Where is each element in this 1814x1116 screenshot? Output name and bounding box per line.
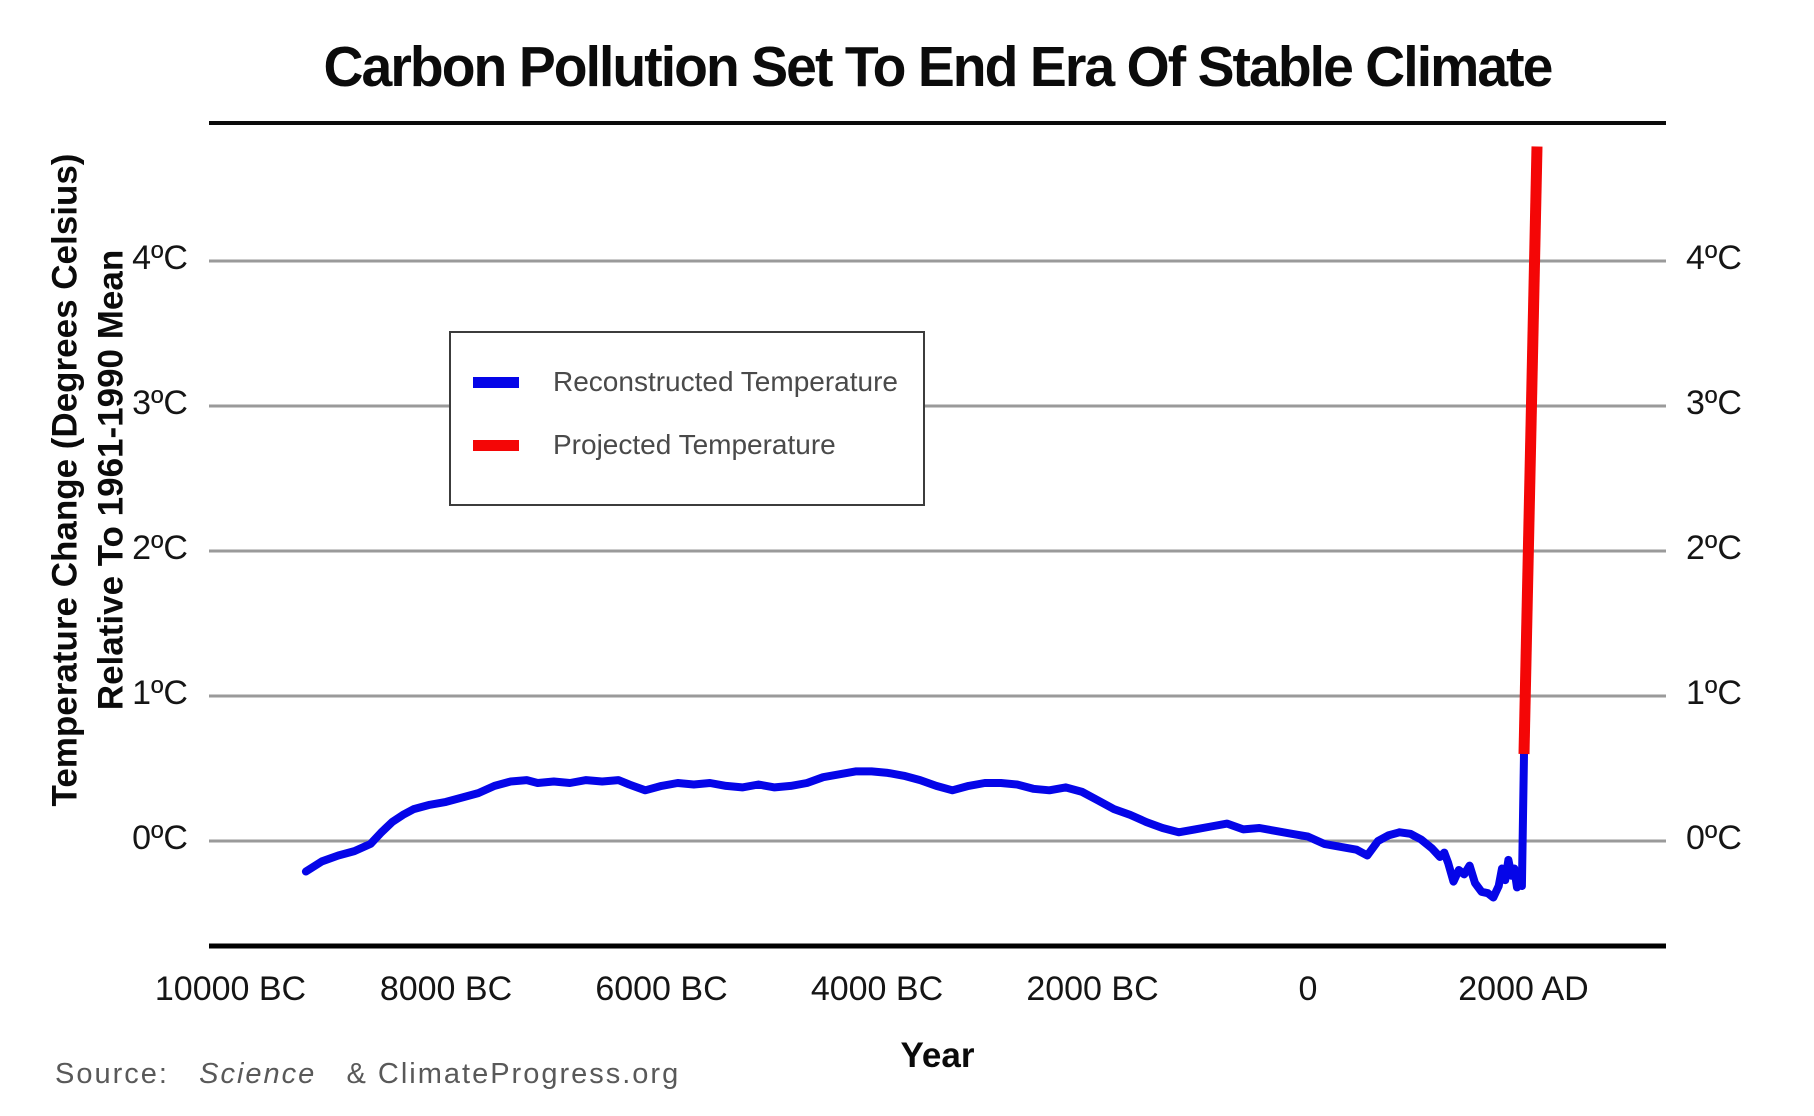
y-tick-label-left-2c: 2ºC [132,529,188,567]
legend-swatch-reconstructed [473,377,519,388]
x-tick-label-10000-bc: 10000 BC [154,970,307,1008]
y-tick-label-right-2c: 2ºC [1686,529,1742,567]
projected-temperature-line [1518,146,1543,755]
x-tick-label-0: 0 [1298,970,1318,1008]
y-tick-label-left-3c: 3ºC [132,384,188,422]
reconstructed-temperature-line [301,750,1528,902]
legend-label-projected: Projected Temperature [553,429,836,460]
y-tick-label-right-3c: 3ºC [1686,384,1742,422]
x-axis-title: Year [900,1036,975,1075]
source-note: Source: Science & ClimateProgress.org [55,1058,680,1091]
x-tick-label-8000-bc: 8000 BC [379,970,513,1008]
y-tick-label-left-1c: 1ºC [132,674,188,712]
x-tick-label-2000-bc: 2000 BC [1026,970,1159,1008]
legend-label-reconstructed: Reconstructed Temperature [553,366,898,397]
source-prefix: Source: [55,1058,169,1090]
x-tick-label-4000-bc: 4000 BC [810,970,944,1008]
legend-box [449,331,925,506]
source-suffix: & ClimateProgress.org [346,1058,681,1090]
y-tick-label-right-1c: 1ºC [1686,674,1742,712]
x-tick-label-6000-bc: 6000 BC [595,970,728,1008]
y-tick-label-right-0c: 0ºC [1686,819,1742,857]
legend-swatch-projected [473,440,519,451]
y-tick-label-left-4c: 4ºC [132,239,188,277]
x-tick-label-2000-ad: 2000 AD [1458,970,1589,1008]
source-journal-name: Science [199,1058,317,1090]
y-tick-label-right-4c: 4ºC [1686,239,1742,277]
y-tick-label-left-0c: 0ºC [132,819,188,857]
page-title: Carbon Pollution Set To End Era Of Stabl… [323,35,1554,99]
